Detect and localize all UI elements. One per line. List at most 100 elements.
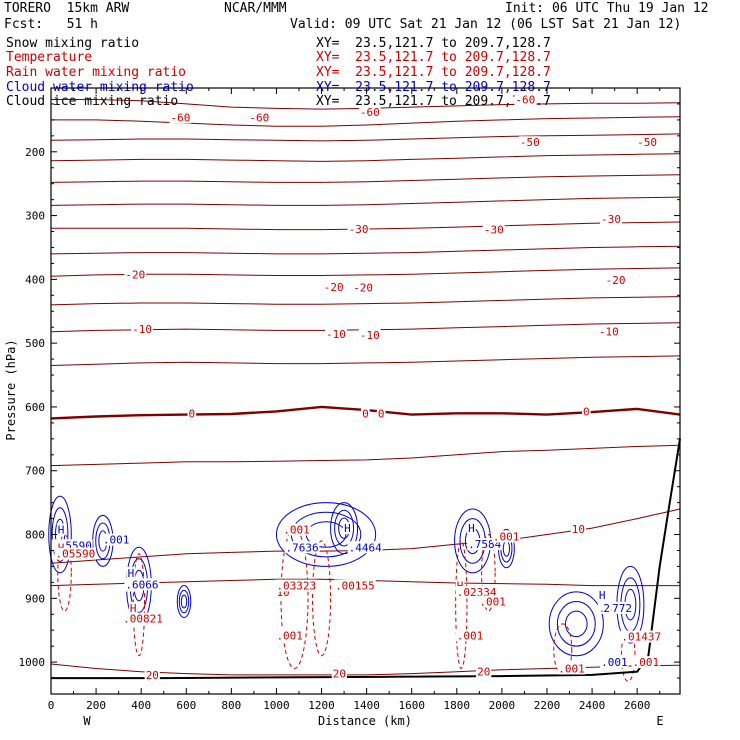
isotherm-label: 10 [572,523,585,536]
y-tick-label: 600 [25,401,45,414]
east-endpoint-label: E [656,714,663,728]
init-time: Init: 06 UTC Thu 19 Jan 12 [505,1,709,16]
isotherm-label: -10 [326,328,346,341]
isotherm-label-background [347,222,370,235]
cloud-water-contour-5-1 [334,509,355,547]
isotherm-label: -10 [132,323,152,336]
cloud-water-label: .001 [103,534,130,547]
rain-label: .00821 [123,613,163,626]
cloud-water-label: H [58,523,65,536]
rain-label-background [275,579,318,592]
field-name-snow: Snow mixing ratio [6,36,140,51]
isotherm-label: -30 [601,213,621,226]
rain-label-background [282,523,311,536]
rain-label-background [122,612,164,625]
cloud-water-label: H [468,522,475,535]
cloud-water-label-background [101,533,131,546]
rain-label-background [455,579,465,592]
rain-label-background [128,601,138,614]
rain-contour-4 [455,540,468,669]
field-xy-snow: XY= 23.5,121.7 to 209.7,128.7 [316,36,551,51]
center-name: NCAR/MMM [224,1,287,16]
isotherm-label-background [325,328,347,341]
isotherm-label-background [358,106,381,119]
y-tick-label: 700 [25,465,45,478]
isotherm-label: -20 [125,268,145,281]
cloud-water-layer [48,495,645,657]
isotherm--45 [50,153,681,162]
rain-label-background [54,547,97,560]
isotherm-label: 20 [477,666,490,679]
rain-label: .01437 [621,631,661,644]
cloud-water-label-background [597,589,607,602]
isotherm-label: -30 [349,223,369,236]
rain-label: .001 [457,629,484,642]
rain-label: .001 [493,530,520,543]
cloud-water-contour-5-0 [330,502,359,555]
isotherm-label: -60 [170,111,190,124]
x-tick-label: 1400 [353,699,380,712]
isotherm-label-background [514,93,537,106]
cloud-water-label: H [599,589,606,602]
isotherm-label: -60 [249,111,269,124]
rain-label: .03323 [276,580,316,593]
rain-label: H [130,602,137,615]
isotherm--35 [50,196,681,206]
isotherm-label: -10 [360,329,380,342]
cloud-water-contour-3-0 [176,585,192,618]
isotherm-label-background [352,281,374,294]
isotherm-label-background [582,405,591,418]
rain-label: .05590 [56,548,96,561]
rain-label: .001 [283,523,310,536]
rain-label-background [56,541,66,554]
x-axis-title: Distance (km) [318,714,412,728]
isotherm--20 [50,267,681,277]
isotherm-label: -20 [606,274,626,287]
y-tick-label: 900 [25,592,45,605]
y-tick-label: 200 [25,146,45,159]
cloud-water-label-background [124,578,160,591]
isotherm-label-background [570,522,586,535]
cloud-water-label: .4464 [349,541,382,554]
rain-contour-7 [620,629,636,682]
x-tick-label: 200 [86,699,106,712]
isotherm-label-background [358,328,381,341]
isotherm-label-background [131,323,153,336]
isotherm--50 [50,133,681,142]
rain-layer [57,527,636,682]
isotherm-label: -60 [360,106,380,119]
rain-label-background [455,585,498,598]
isotherm-label: 0 [189,407,196,420]
rain-label-background [620,630,662,643]
isotherm--15 [50,296,681,306]
isotherm-label: 0 [362,407,369,420]
isotherm-label-background [248,111,271,124]
cloud-water-label: H [344,522,351,535]
cloud-water-label-background [602,601,611,614]
rain-label-background [557,662,586,675]
isotherm--5 [50,355,681,366]
cloud-water-label: 2 [603,602,610,615]
isotherm-label-background [144,668,160,681]
rain-label: .00155 [335,580,375,593]
y-tick-label: 800 [25,529,45,542]
rain-label-background [455,629,485,642]
field-name-temperature: Temperature [6,50,93,65]
field-xy-temperature: XY= 23.5,121.7 to 209.7,128.7 [316,50,551,65]
x-tick-label: 0 [48,699,55,712]
isotherm--40 [50,174,681,183]
terrain-layer [51,438,681,680]
isotherm-label-background [597,325,620,338]
isotherm-label: -50 [520,136,540,149]
field-xy-rain: XY= 23.5,121.7 to 209.7,128.7 [316,65,551,80]
rain-label-background [478,595,507,608]
isotherm-label-background [636,136,658,149]
isotherm-label-background [361,407,370,420]
cloud-water-contour-3-2 [180,594,188,609]
rain-label-background [491,530,521,543]
isotherm-label: -60 [515,93,535,106]
y-tick-label: 1000 [19,656,46,669]
cloud-water-contour-4-0 [275,502,377,567]
